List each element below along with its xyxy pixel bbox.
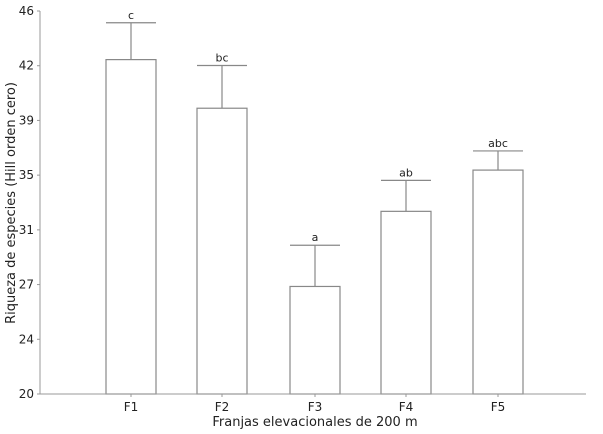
bar-f5: abc bbox=[472, 137, 524, 395]
bar-rect bbox=[105, 59, 157, 395]
y-tick-label: 35 bbox=[19, 168, 34, 182]
y-tick-label: 27 bbox=[19, 278, 34, 292]
x-axis-title: Franjas elevacionales de 200 m bbox=[212, 415, 417, 430]
significance-letter: bc bbox=[215, 52, 228, 65]
y-axis: 20 24 27 31 35 39 42 46 bbox=[19, 4, 41, 401]
bar-rect bbox=[472, 169, 524, 395]
bar-f4: ab bbox=[380, 166, 432, 395]
y-tick-label: 24 bbox=[19, 332, 34, 346]
y-tick-label: 39 bbox=[19, 113, 34, 127]
x-tick-label: F1 bbox=[124, 400, 139, 414]
bar-rect bbox=[289, 285, 341, 395]
x-tick-label: F4 bbox=[399, 400, 414, 414]
significance-letter: c bbox=[128, 9, 134, 22]
significance-letter: abc bbox=[488, 137, 508, 150]
x-tick-label: F5 bbox=[491, 400, 506, 414]
y-tick-label: 46 bbox=[19, 4, 34, 18]
bar-f3: a bbox=[289, 231, 341, 395]
x-tick-label: F3 bbox=[308, 400, 323, 414]
x-tick-label: F2 bbox=[215, 400, 230, 414]
y-tick-label: 20 bbox=[19, 387, 34, 401]
y-axis-title: Riqueza de especies (Hill orden cero) bbox=[4, 82, 19, 324]
bar-f1: c bbox=[105, 9, 157, 395]
bar-rect bbox=[196, 107, 248, 395]
y-tick-label: 31 bbox=[19, 223, 34, 237]
x-axis: F1 F2 F3 F4 F5 bbox=[40, 393, 586, 414]
bars: c bc a ab abc bbox=[105, 9, 524, 395]
significance-letter: ab bbox=[399, 166, 413, 179]
bar-rect bbox=[380, 210, 432, 395]
significance-letter: a bbox=[312, 231, 319, 244]
bar-f2: bc bbox=[196, 52, 248, 395]
y-tick-label: 42 bbox=[19, 59, 34, 73]
